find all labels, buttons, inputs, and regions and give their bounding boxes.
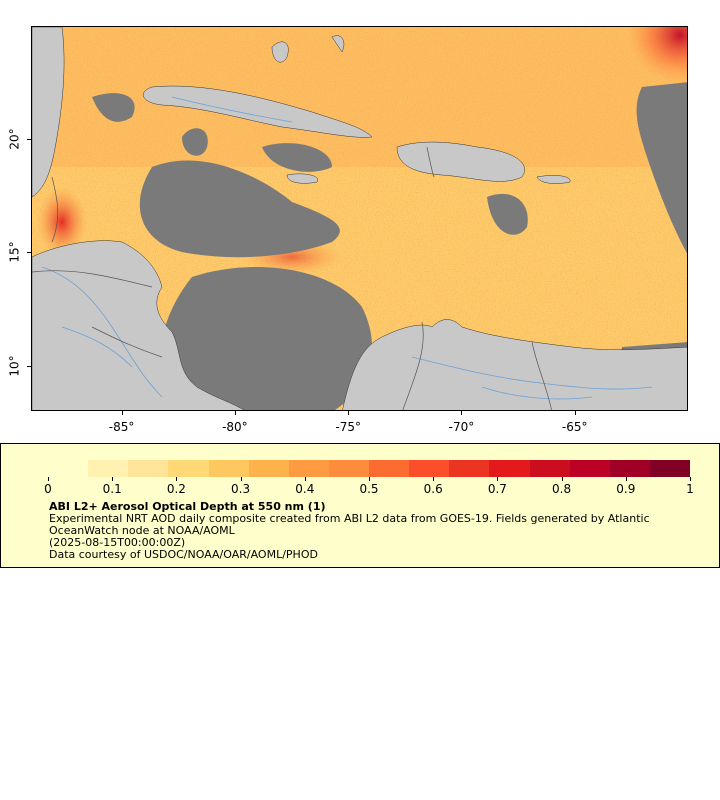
aod-map [32, 27, 687, 410]
y-tick-mark [27, 139, 31, 141]
rivers [41, 96, 653, 400]
colorbar-tick-mark [433, 477, 435, 481]
x-tick-mark [348, 411, 350, 415]
y-tick-label: 10° [7, 355, 22, 377]
colorbar-segment [128, 460, 169, 477]
colorbar-segment [489, 460, 530, 477]
colorbar-segment [369, 460, 410, 477]
colorbar-tick-mark [625, 477, 627, 481]
colorbar-tick-mark [48, 477, 49, 481]
colorbar-tick-label: 0.6 [423, 482, 443, 496]
x-tick-label: -70° [448, 420, 475, 434]
colorbar-segment [409, 460, 450, 477]
x-tick-label: -65° [561, 420, 588, 434]
colorbar-tick-mark [240, 477, 242, 481]
legend-title: ABI L2+ Aerosol Optical Depth at 550 nm … [49, 500, 326, 513]
legend-panel: 0 0.1 0.2 0.3 0.4 0.5 0.6 0.7 0.8 0.9 1 ABI L2+ Ae… [0, 443, 720, 568]
legend-date: (2025-08-15T00:00:00Z) [49, 536, 186, 549]
x-tick-label: -85° [108, 420, 135, 434]
colorbar-tick-label: 0.3 [231, 482, 251, 496]
colorbar-tick-mark [176, 477, 178, 481]
y-tick-mark [27, 365, 31, 367]
map-plot-area [31, 26, 688, 411]
colorbar-tick-label: 0 [44, 482, 52, 496]
colorbar-tick-mark [112, 477, 114, 481]
y-tick-label: 20° [7, 128, 22, 150]
colorbar-tick-label: 0.7 [487, 482, 507, 496]
legend-credit: Data courtesy of USDOC/NOAA/OAR/AOML/PHO… [49, 548, 318, 561]
colorbar [48, 460, 690, 477]
colorbar-segment [48, 460, 89, 477]
colorbar-tick-mark [497, 477, 499, 481]
colorbar-segment [248, 460, 289, 477]
y-tick-mark [27, 252, 31, 254]
colorbar-segment [569, 460, 610, 477]
colorbar-tick-label: 0.5 [359, 482, 379, 496]
colorbar-tick-label: 1 [686, 482, 694, 496]
colorbar-tick-label: 0.4 [295, 482, 315, 496]
colorbar-segment [529, 460, 570, 477]
colorbar-tick-label: 0.8 [552, 482, 572, 496]
colorbar-tick-mark [369, 477, 370, 481]
x-tick-label: -80° [222, 420, 248, 434]
x-tick-mark [461, 411, 463, 415]
colorbar-segment [649, 460, 690, 477]
colorbar-segment [328, 460, 369, 477]
legend-text: ABI L2+ Aerosol Optical Depth at 550 nm … [49, 501, 689, 561]
colorbar-tick-label: 0.1 [102, 482, 122, 496]
colorbar-segment [88, 460, 129, 477]
y-tick-label: 15° [7, 241, 22, 264]
colorbar-segment [449, 460, 490, 477]
country-borders [32, 146, 552, 410]
colorbar-tick-label: 0.2 [166, 482, 186, 496]
colorbar-segment [609, 460, 650, 477]
x-tick-mark [234, 411, 236, 415]
colorbar-segment [208, 460, 249, 477]
land-masses [32, 27, 687, 410]
colorbar-segment [168, 460, 209, 477]
x-tick-label: -75° [335, 420, 361, 434]
colorbar-tick-mark [690, 477, 691, 481]
x-tick-mark [121, 411, 123, 415]
legend-description-cont: OceanWatch node at NOAA/AOML [49, 524, 235, 537]
x-tick-mark [574, 411, 576, 415]
colorbar-tick-label: 0.9 [616, 482, 636, 496]
colorbar-segment [288, 460, 329, 477]
colorbar-tick-mark [304, 477, 306, 481]
colorbar-tick-mark [561, 477, 563, 481]
legend-description: Experimental NRT AOD daily composite cre… [49, 512, 650, 525]
